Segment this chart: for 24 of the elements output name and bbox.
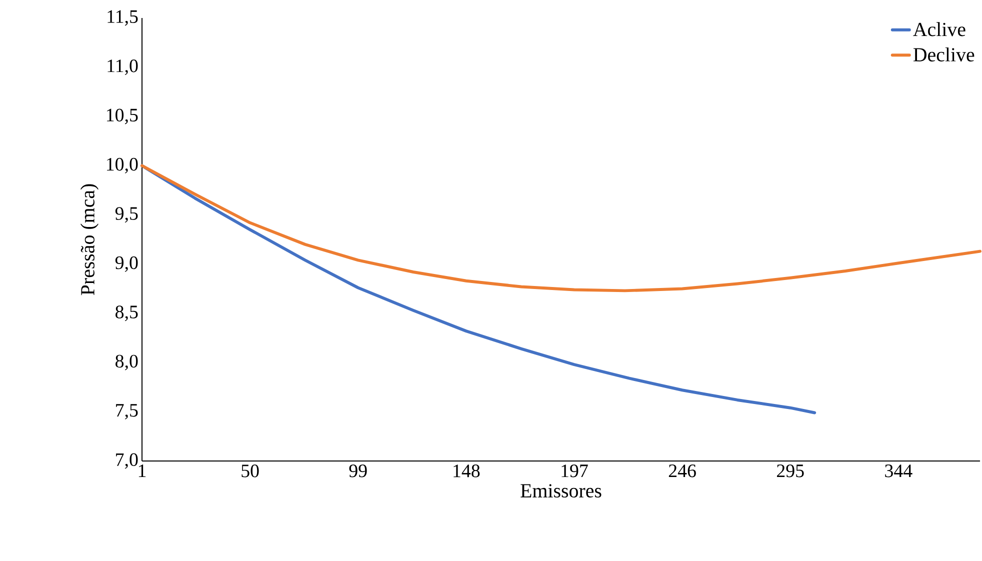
y-tick-label: 7,0 <box>116 453 138 469</box>
x-tick-label: 99 <box>349 464 367 478</box>
x-tick-label: 197 <box>562 464 588 478</box>
x-tick-label: 246 <box>668 464 696 478</box>
y-tick-label: 8,0 <box>116 354 138 370</box>
x-tick-label: 295 <box>776 464 804 478</box>
x-tick-label: 50 <box>242 464 259 478</box>
y-tick-label: 8,5 <box>116 306 138 322</box>
line-series <box>140 164 982 292</box>
x-tick-label: 148 <box>454 464 480 478</box>
legend-label: Aclive <box>913 22 966 36</box>
y-tick-label: 11,5 <box>108 10 138 26</box>
y-tick-label: 7,5 <box>116 404 138 420</box>
legend-label: Declive <box>913 47 974 62</box>
x-tick-label: 1 <box>138 464 146 478</box>
line-series <box>140 164 816 414</box>
y-tick-label: 10,0 <box>107 158 138 174</box>
x-axis-title: Emissores <box>520 484 602 498</box>
x-tick-label: 344 <box>885 464 912 478</box>
y-tick-label: 9,5 <box>115 207 138 223</box>
y-tick-label: 9,0 <box>115 256 138 272</box>
y-tick-label: 11,0 <box>108 59 138 75</box>
y-axis-title: Pressão (mca) <box>80 184 99 296</box>
y-tick-label: 10,5 <box>107 108 138 124</box>
